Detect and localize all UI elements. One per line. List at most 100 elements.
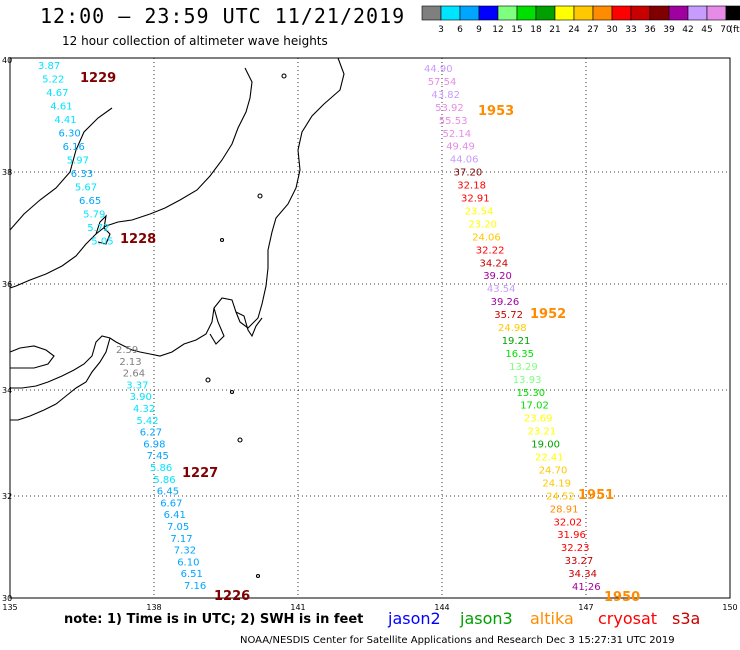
satellite-legend-item: s3a (672, 609, 701, 628)
wave-height-label: 24.06 (472, 232, 501, 243)
wave-height-label: 6.16 (63, 142, 85, 153)
wave-height-label: 53.92 (435, 103, 464, 114)
wave-height-label: 17.02 (520, 401, 549, 412)
axis-labels: 135 138 141 144 147 150 40 38 36 34 32 30 (2, 56, 738, 612)
lat-tick-label: 32 (2, 492, 12, 501)
wave-height-label: 6.33 (71, 169, 93, 180)
wave-height-label: 5.72 (87, 223, 109, 234)
wave-height-label: 6.65 (79, 196, 101, 207)
wave-height-label: 57.54 (428, 77, 457, 88)
colorbar-tick-label: 70 (720, 25, 732, 35)
wave-height-label: 49.49 (446, 142, 475, 153)
wave-height-label: 19.00 (531, 440, 560, 451)
colorbar-swatch (516, 5, 537, 21)
lon-tick-label: 135 (2, 603, 17, 612)
wave-height-label: 6.51 (181, 569, 203, 580)
wave-height-label: 6.98 (143, 439, 165, 450)
wave-height-label: 34.34 (568, 569, 597, 580)
colorbar-tick-label: 18 (530, 25, 542, 35)
wave-height-label: 19.21 (502, 336, 531, 347)
wave-height-label: 6.45 (157, 487, 179, 498)
pass-time-label: 1226 (214, 589, 250, 604)
page-title: 12:00 – 23:59 UTC 11/21/2019 (40, 4, 406, 28)
lon-tick-label: 144 (434, 603, 449, 612)
wave-height-label: 23.54 (465, 206, 494, 217)
wave-height-label: 15.30 (517, 388, 546, 399)
colorbar-tick-label: 30 (606, 25, 618, 35)
colorbar-tick-label: 27 (587, 25, 598, 35)
wave-height-label: 4.61 (50, 102, 72, 113)
wave-height-label: 2.13 (119, 357, 141, 368)
lat-tick-label: 36 (2, 280, 12, 289)
pass-time-label: 1953 (478, 104, 514, 119)
colorbar-swatch (630, 5, 651, 21)
pass-time-label: 1228 (120, 232, 156, 247)
colorbar-tick-label: 33 (625, 25, 636, 35)
wave-height-label: 6.67 (160, 498, 182, 509)
colorbar-tick-label: 45 (701, 25, 712, 35)
satellite-legend-item: jason3 (460, 609, 513, 628)
colorbar-swatch (611, 5, 632, 21)
wave-height-label: 52.14 (443, 129, 472, 140)
wave-height-label: 6.30 (59, 129, 81, 140)
colorbar-tick-label: 36 (644, 25, 656, 35)
wave-height-label: 22.41 (535, 453, 564, 464)
wave-height-label: 43.82 (431, 90, 460, 101)
colorbar-tick-label: 3 (438, 25, 444, 35)
wave-height-label: 2.64 (123, 369, 145, 380)
wave-height-label: 4.41 (54, 115, 76, 126)
satellite-legend-item: jason2 (388, 609, 441, 628)
wave-height-label: 2.59 (116, 345, 138, 356)
wave-height-label: 31.96 (557, 530, 586, 541)
wave-height-label: 23.20 (468, 219, 497, 230)
wave-height-label: 5.79 (83, 210, 105, 221)
lat-tick-label: 30 (2, 594, 12, 603)
wave-height-label: 5.22 (42, 75, 64, 86)
lon-tick-label: 138 (146, 603, 161, 612)
colorbar-swatch (459, 5, 480, 21)
wave-height-label: 35.72 (494, 310, 523, 321)
satellite-legend-item: cryosat (598, 609, 658, 628)
colorbar-swatch (668, 5, 689, 21)
lon-tick-label: 141 (290, 603, 305, 612)
wave-height-label: 23.21 (528, 427, 557, 438)
pass-time-label: 1951 (578, 488, 614, 503)
pass-time-label: 1227 (182, 466, 218, 481)
colorbar-swatch (478, 5, 499, 21)
pass-time-label: 1952 (530, 307, 566, 322)
wave-height-label: 32.23 (561, 543, 590, 554)
wave-height-label: 32.02 (554, 517, 583, 528)
wave-height-label: 13.93 (513, 375, 542, 386)
wave-height-label: 28.91 (550, 504, 579, 515)
colorbar-tick-label: 6 (457, 25, 463, 35)
colorbar-tick-label: 9 (476, 25, 482, 35)
wave-height-label: 5.05 (91, 237, 113, 248)
wave-height-label: 55.53 (439, 116, 468, 127)
wave-height-label: 32.91 (461, 194, 490, 205)
pass-time-label: 1950 (604, 590, 640, 605)
wave-height-label: 5.86 (153, 475, 175, 486)
colorbar-swatch (573, 5, 594, 21)
wave-height-label: 43.54 (487, 284, 516, 295)
colorbar-swatch (649, 5, 670, 21)
wave-height-label: 7.05 (167, 522, 189, 533)
wave-height-label: 24.52 (546, 491, 575, 502)
colorbar-tick-label: 15 (511, 25, 522, 35)
colorbar-tick-label: 42 (682, 25, 693, 35)
wave-height-label: 7.32 (174, 546, 196, 557)
plot-frame (9, 57, 731, 599)
colorbar-swatch (497, 5, 518, 21)
coastline (9, 57, 345, 579)
wave-height-label: 5.67 (75, 183, 97, 194)
wave-height-label: 32.22 (476, 245, 505, 256)
wave-height-label: 23.69 (524, 414, 553, 425)
colorbar-swatch (440, 5, 461, 21)
wave-height-label: 3.90 (130, 392, 152, 403)
wave-height-label: 44.06 (450, 155, 479, 166)
wave-height-label: 44.90 (424, 64, 453, 75)
colorbar-swatch (535, 5, 556, 21)
wave-height-label: 24.70 (539, 465, 568, 476)
wave-height-label: 5.42 (136, 416, 158, 427)
colorbar-tick-label: 12 (492, 25, 503, 35)
